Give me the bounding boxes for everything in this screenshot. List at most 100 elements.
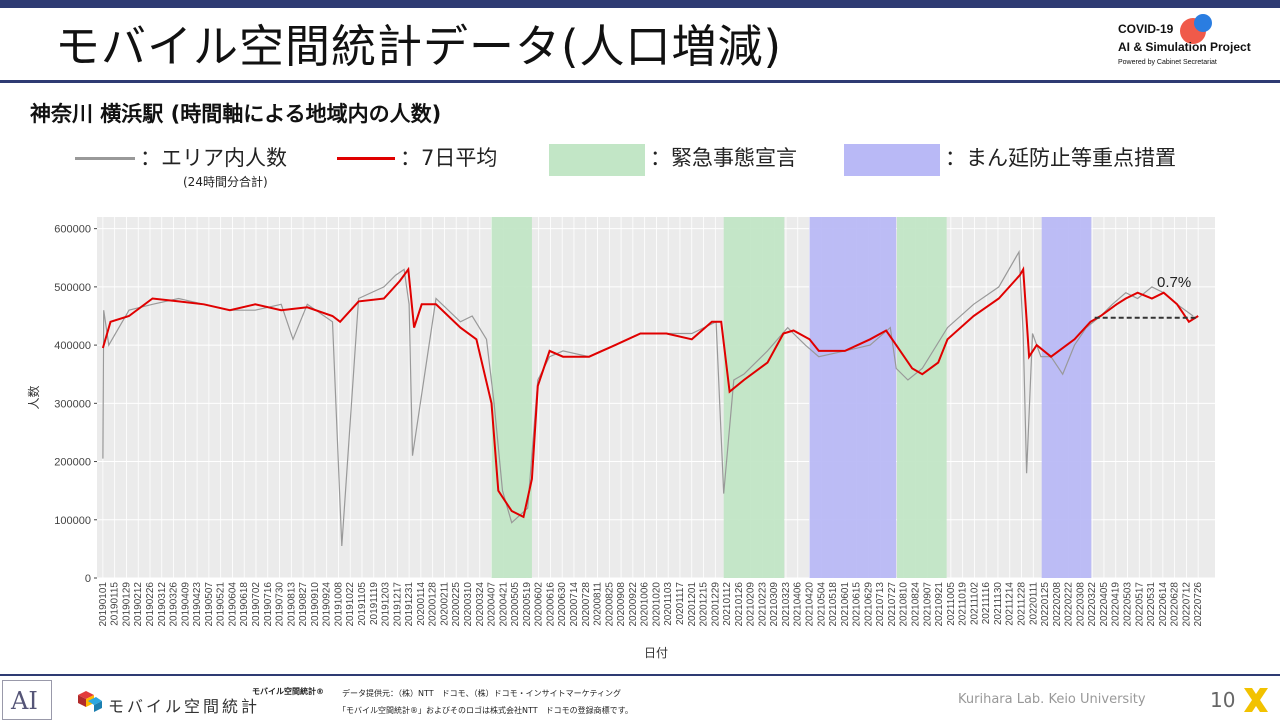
x-tick-label: 20190409 — [180, 582, 191, 627]
x-tick-label: 20201020 — [651, 582, 662, 627]
x-tick-label: 20200519 — [522, 582, 533, 627]
series-line-avg7 — [101, 266, 1199, 519]
growth-annotation: 0.7% — [1157, 274, 1191, 291]
x-tick-label: 20200922 — [628, 582, 639, 627]
y-tick-label: 300000 — [54, 398, 91, 410]
x-tick-label: 20210601 — [840, 582, 851, 627]
x-tick-label: 20190604 — [227, 582, 238, 627]
x-tick-label: 20200602 — [534, 582, 545, 627]
logo-line3: Powered by Cabinet Secretariat — [1118, 59, 1217, 66]
covid-project-logo: COVID-19 AI & Simulation Project Powered… — [1118, 14, 1278, 72]
logo-line2: AI & Simulation Project — [1118, 40, 1251, 54]
x-tick-label: 20211214 — [1005, 582, 1016, 626]
footer-lab-logo: AI — [2, 680, 52, 720]
x-tick-label: 20190827 — [298, 582, 309, 627]
x-tick-label: 20211005 — [946, 582, 957, 626]
y-tick-label: 600000 — [54, 224, 91, 236]
x-tick-label: 20200128 — [428, 582, 439, 627]
x-tick-label: 20220726 — [1193, 582, 1204, 627]
x-tick-label: 20210406 — [793, 582, 804, 627]
x-tick-label: 20190423 — [192, 582, 203, 627]
cubes-icon — [78, 691, 102, 712]
x-tick-label: 20220712 — [1181, 582, 1192, 627]
x-tick-label: 20220628 — [1170, 582, 1181, 627]
top-accent-bar — [0, 0, 1280, 8]
x-tick-label: 20191022 — [345, 582, 356, 627]
x-tick-label: 20191217 — [392, 582, 403, 627]
x-tick-label: 20190910 — [310, 582, 321, 627]
x-tick-label: 20220614 — [1158, 582, 1169, 627]
series-line-area-people — [102, 249, 1194, 547]
x-tick-label: 20200211 — [439, 582, 450, 626]
x-tick-label: 20210615 — [852, 582, 863, 627]
x-tick-label: 20190924 — [322, 582, 333, 627]
x-tick-label: 20200616 — [545, 582, 556, 627]
y-tick-label: 400000 — [54, 340, 91, 352]
x-tick-label: 20190101 — [98, 582, 109, 627]
footer-brand: モバイル空間統計 — [108, 697, 261, 716]
x-tick-label: 20190730 — [275, 582, 286, 627]
x-tick-label: 20201117 — [675, 582, 686, 625]
x-tick-label: 20210810 — [899, 582, 910, 627]
x-tick-label: 20210323 — [781, 582, 792, 627]
x-tick-label: 20190312 — [157, 582, 168, 627]
logo-blue-dot — [1194, 14, 1212, 32]
svg-text:AI: AI — [10, 687, 38, 715]
x-tick-label: 20200825 — [604, 582, 615, 627]
y-tick-label: 0 — [85, 573, 91, 585]
x-tick-label: 20190226 — [145, 582, 156, 627]
y-tick-label: 200000 — [54, 457, 91, 469]
x-tick-label: 20220111 — [1028, 582, 1039, 625]
x-tick-label: 20200728 — [581, 582, 592, 627]
x-tick-label: 20190212 — [133, 582, 144, 627]
legend-swatch-avg — [337, 157, 395, 160]
x-tick-label: 20201103 — [663, 582, 674, 626]
logo-line1: COVID-19 — [1118, 22, 1174, 36]
x-tick-label: 20190521 — [216, 582, 227, 627]
x-tick-label: 20200714 — [569, 582, 580, 627]
x-tick-label: 20191119 — [369, 582, 380, 625]
x-tick-label: 20211228 — [1017, 582, 1028, 626]
x-tick-label: 20210309 — [769, 582, 780, 627]
x-tick-label: 20200225 — [451, 582, 462, 627]
legend-note-area: (24時間分合計) — [183, 175, 268, 189]
y-tick-label: 500000 — [54, 282, 91, 294]
x-tick-label: 20220517 — [1134, 582, 1145, 627]
title-divider — [0, 80, 1280, 83]
x-tick-label: 20220503 — [1123, 582, 1134, 627]
x-tick-label: 20210112 — [722, 582, 733, 626]
x-tick-label: 20220125 — [1040, 582, 1051, 627]
legend-label-semi: ：まん延防止等重点措置 — [945, 146, 1176, 170]
x-logo-icon — [1244, 688, 1268, 712]
x-tick-label: 20191203 — [381, 582, 392, 627]
x-tick-label: 20220208 — [1052, 582, 1063, 627]
x-tick-label: 20210504 — [816, 582, 827, 627]
legend-swatch-semi — [844, 144, 940, 176]
x-tick-label: 20191008 — [333, 582, 344, 627]
legend-label-avg: ：7日平均 — [400, 146, 498, 170]
x-tick-label: 20201229 — [710, 582, 721, 627]
page-number: 10 — [1210, 688, 1236, 712]
x-tick-label: 20210907 — [922, 582, 933, 627]
x-tick-label: 20190326 — [169, 582, 180, 627]
x-tick-label: 20210518 — [828, 582, 839, 627]
x-tick-label: 20220419 — [1111, 582, 1122, 627]
x-tick-label: 20200324 — [475, 582, 486, 627]
x-tick-label: 20210921 — [934, 582, 945, 627]
period-band-semi_emergency — [809, 217, 897, 578]
slide-title: モバイル空間統計データ(人口増減) — [55, 20, 783, 73]
legend-swatch-area — [75, 157, 135, 160]
x-tick-label: 20210223 — [757, 582, 768, 627]
credit-title: モバイル空間統計® — [252, 687, 324, 696]
x-tick-label: 20211019 — [958, 582, 969, 626]
x-tick-label: 20210420 — [805, 582, 816, 627]
period-band-emergency — [723, 217, 785, 578]
x-tick-label: 20201215 — [699, 582, 710, 627]
footer-divider — [0, 674, 1280, 676]
legend-label-emergency: ：緊急事態宣言 — [650, 146, 797, 170]
population-line-chart: 0 100000 200000 300000 400000 500000 600000 201… — [26, 217, 1215, 660]
x-tick-label: 20210209 — [746, 582, 757, 627]
x-axis-title: 日付 — [644, 646, 668, 660]
period-band-emergency — [491, 217, 532, 578]
x-tick-label: 20210727 — [887, 582, 898, 627]
